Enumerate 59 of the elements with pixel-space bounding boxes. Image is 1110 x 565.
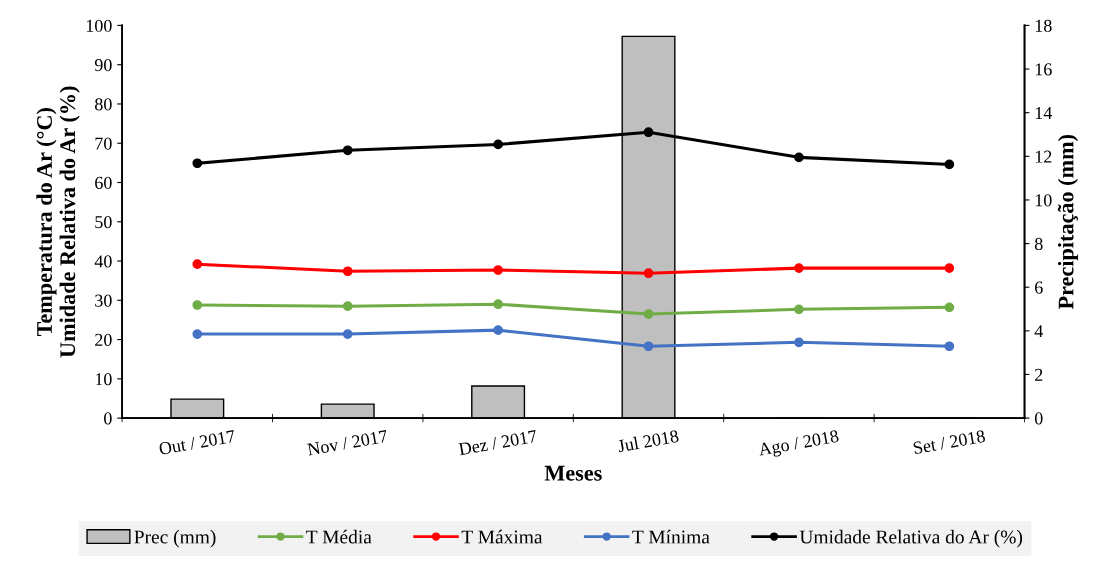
x-tick-label: Ago / 2018	[757, 429, 840, 460]
y-tick-label: 90	[94, 58, 112, 72]
legend-label: Prec (mm)	[134, 529, 216, 548]
y-tick-label: 100	[86, 19, 112, 32]
y2-tick-label: 4	[1034, 325, 1043, 338]
x-tick-label: Out / 2017	[158, 429, 236, 456]
y-tick-label: 30	[95, 294, 112, 307]
y-tick-label: 0	[104, 412, 112, 425]
y2-tick-label: 8	[1034, 237, 1043, 251]
point	[794, 152, 804, 163]
point	[493, 139, 503, 150]
y2-axis-title: Precipitação (mm)	[1057, 135, 1079, 310]
y2-tick-label: 14	[1035, 107, 1053, 119]
point	[192, 300, 203, 310]
point	[342, 266, 353, 277]
y2-tick-label: 18	[1035, 19, 1052, 32]
x-tick-label: Set / 2018	[913, 429, 986, 455]
x-tick-label: Dez / 2017	[458, 429, 538, 456]
point	[794, 337, 804, 348]
y2-tick-label: 6	[1035, 281, 1043, 294]
y2-tick-label: 2	[1035, 368, 1043, 381]
legend-label: T Mínima	[632, 529, 710, 544]
x-axis-title: Meses	[544, 465, 602, 481]
point	[794, 263, 804, 273]
point	[794, 304, 804, 315]
point	[944, 341, 955, 352]
y2-tick-label: 10	[1035, 194, 1052, 207]
x-tick-label: Nov / 2017	[306, 429, 388, 456]
point	[342, 301, 353, 312]
point	[643, 341, 654, 352]
y-tick-label: 70	[95, 137, 112, 150]
point	[192, 329, 203, 339]
y2-tick-label: 0	[1034, 412, 1043, 425]
legend-label: T Média	[306, 529, 372, 544]
point	[944, 159, 955, 170]
legend-label: T Máxima	[461, 529, 543, 544]
y2-tick-label: 12	[1035, 150, 1052, 163]
x-tick-label: Jul 2018	[617, 429, 679, 453]
legend-label: Umidade Relativa do Ar (%)	[799, 529, 1023, 548]
y-tick-label: 80	[95, 98, 112, 111]
point	[493, 325, 503, 336]
point	[493, 265, 503, 275]
point	[493, 299, 503, 310]
y-tick-label: 10	[95, 373, 112, 386]
point	[342, 145, 353, 156]
y-tick-label: 50	[95, 216, 112, 229]
y2-tick-label: 16	[1035, 63, 1052, 76]
point	[643, 309, 654, 319]
y-tick-label: 20	[95, 333, 112, 347]
point	[192, 259, 203, 270]
point	[192, 158, 203, 169]
y-tick-label: 40	[94, 255, 112, 268]
point	[944, 302, 955, 313]
point	[643, 127, 654, 138]
y-axis-title: Temperatura do Ar (°C) Umidade Relativa do Ar (%)	[36, 86, 80, 358]
point	[643, 268, 654, 279]
point	[944, 263, 955, 273]
point	[342, 329, 353, 339]
y-tick-label: 60	[95, 176, 112, 189]
